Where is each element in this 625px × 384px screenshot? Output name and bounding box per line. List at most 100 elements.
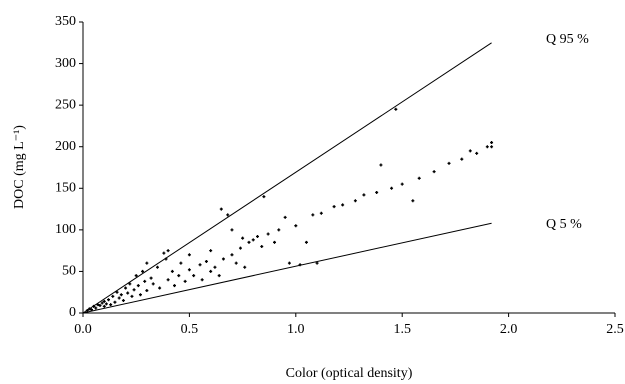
point <box>198 263 202 267</box>
point <box>490 141 494 145</box>
point <box>145 261 149 265</box>
point <box>238 246 242 250</box>
point <box>234 261 238 265</box>
point <box>111 294 115 298</box>
point <box>319 211 323 215</box>
point <box>104 302 108 306</box>
point <box>332 205 336 209</box>
point <box>143 279 147 283</box>
x-tick-label: 1.5 <box>393 322 411 337</box>
point <box>417 176 421 180</box>
point <box>166 278 170 282</box>
point <box>85 309 89 313</box>
x-tick-label: 1.0 <box>287 322 305 337</box>
point <box>262 195 266 199</box>
point <box>200 278 204 282</box>
y-axis-label: DOC (mg L⁻¹) <box>12 125 27 209</box>
point <box>485 145 489 149</box>
point <box>124 286 128 290</box>
point <box>213 265 217 269</box>
point <box>315 261 319 265</box>
point <box>155 265 159 269</box>
point <box>411 199 415 203</box>
point <box>87 307 91 311</box>
point <box>362 193 366 197</box>
point <box>255 235 259 239</box>
point <box>230 228 234 232</box>
point <box>107 298 111 302</box>
point <box>92 304 96 308</box>
point <box>432 170 436 174</box>
point <box>390 186 394 190</box>
x-tick-label: 2.0 <box>500 322 518 337</box>
point <box>113 300 117 304</box>
point <box>394 107 398 111</box>
point <box>173 284 177 288</box>
point <box>219 207 223 211</box>
y-tick-label: 100 <box>55 222 76 237</box>
point <box>260 244 264 248</box>
point <box>132 288 136 292</box>
x-axis-label: Color (optical density) <box>286 366 413 381</box>
point <box>94 306 98 310</box>
point <box>379 163 383 167</box>
point <box>460 157 464 161</box>
point <box>138 293 142 297</box>
point <box>98 304 102 308</box>
point <box>294 224 298 228</box>
y-tick-label: 200 <box>55 139 76 154</box>
point <box>141 269 145 273</box>
point <box>283 215 287 219</box>
point <box>162 251 166 255</box>
point <box>490 145 494 149</box>
point <box>277 228 281 232</box>
line-label: Q 5 % <box>546 217 582 232</box>
point <box>217 274 221 278</box>
point <box>273 240 277 244</box>
point <box>209 249 213 253</box>
point <box>251 238 255 242</box>
x-tick-label: 2.5 <box>606 322 624 337</box>
point <box>136 284 140 288</box>
point <box>149 276 153 280</box>
point <box>475 151 479 155</box>
point <box>230 253 234 257</box>
y-tick-label: 150 <box>55 181 76 196</box>
point <box>119 293 123 297</box>
point <box>353 199 357 203</box>
x-tick-label: 0.5 <box>181 322 199 337</box>
point <box>151 282 155 286</box>
point <box>209 269 213 273</box>
point <box>400 182 404 186</box>
x-tick-label: 0.0 <box>74 322 92 337</box>
y-tick-label: 50 <box>62 264 76 279</box>
point <box>130 294 134 298</box>
point <box>102 304 106 308</box>
point <box>102 299 106 303</box>
point <box>115 290 119 294</box>
point <box>128 282 132 286</box>
point <box>226 213 230 217</box>
point <box>298 263 302 267</box>
point <box>134 274 138 278</box>
point <box>170 269 174 273</box>
point <box>243 265 247 269</box>
point <box>100 301 104 305</box>
point <box>204 259 208 263</box>
point <box>241 236 245 240</box>
point <box>304 240 308 244</box>
point <box>166 249 170 253</box>
point <box>221 257 225 261</box>
point <box>192 274 196 278</box>
point <box>187 253 191 257</box>
point <box>311 213 315 217</box>
point <box>158 286 162 290</box>
point <box>179 261 183 265</box>
quantile-line <box>82 42 492 314</box>
point <box>109 303 113 307</box>
y-tick-label: 350 <box>55 14 76 29</box>
y-tick-label: 250 <box>55 97 76 112</box>
quantile-line <box>82 222 492 314</box>
point <box>183 279 187 283</box>
